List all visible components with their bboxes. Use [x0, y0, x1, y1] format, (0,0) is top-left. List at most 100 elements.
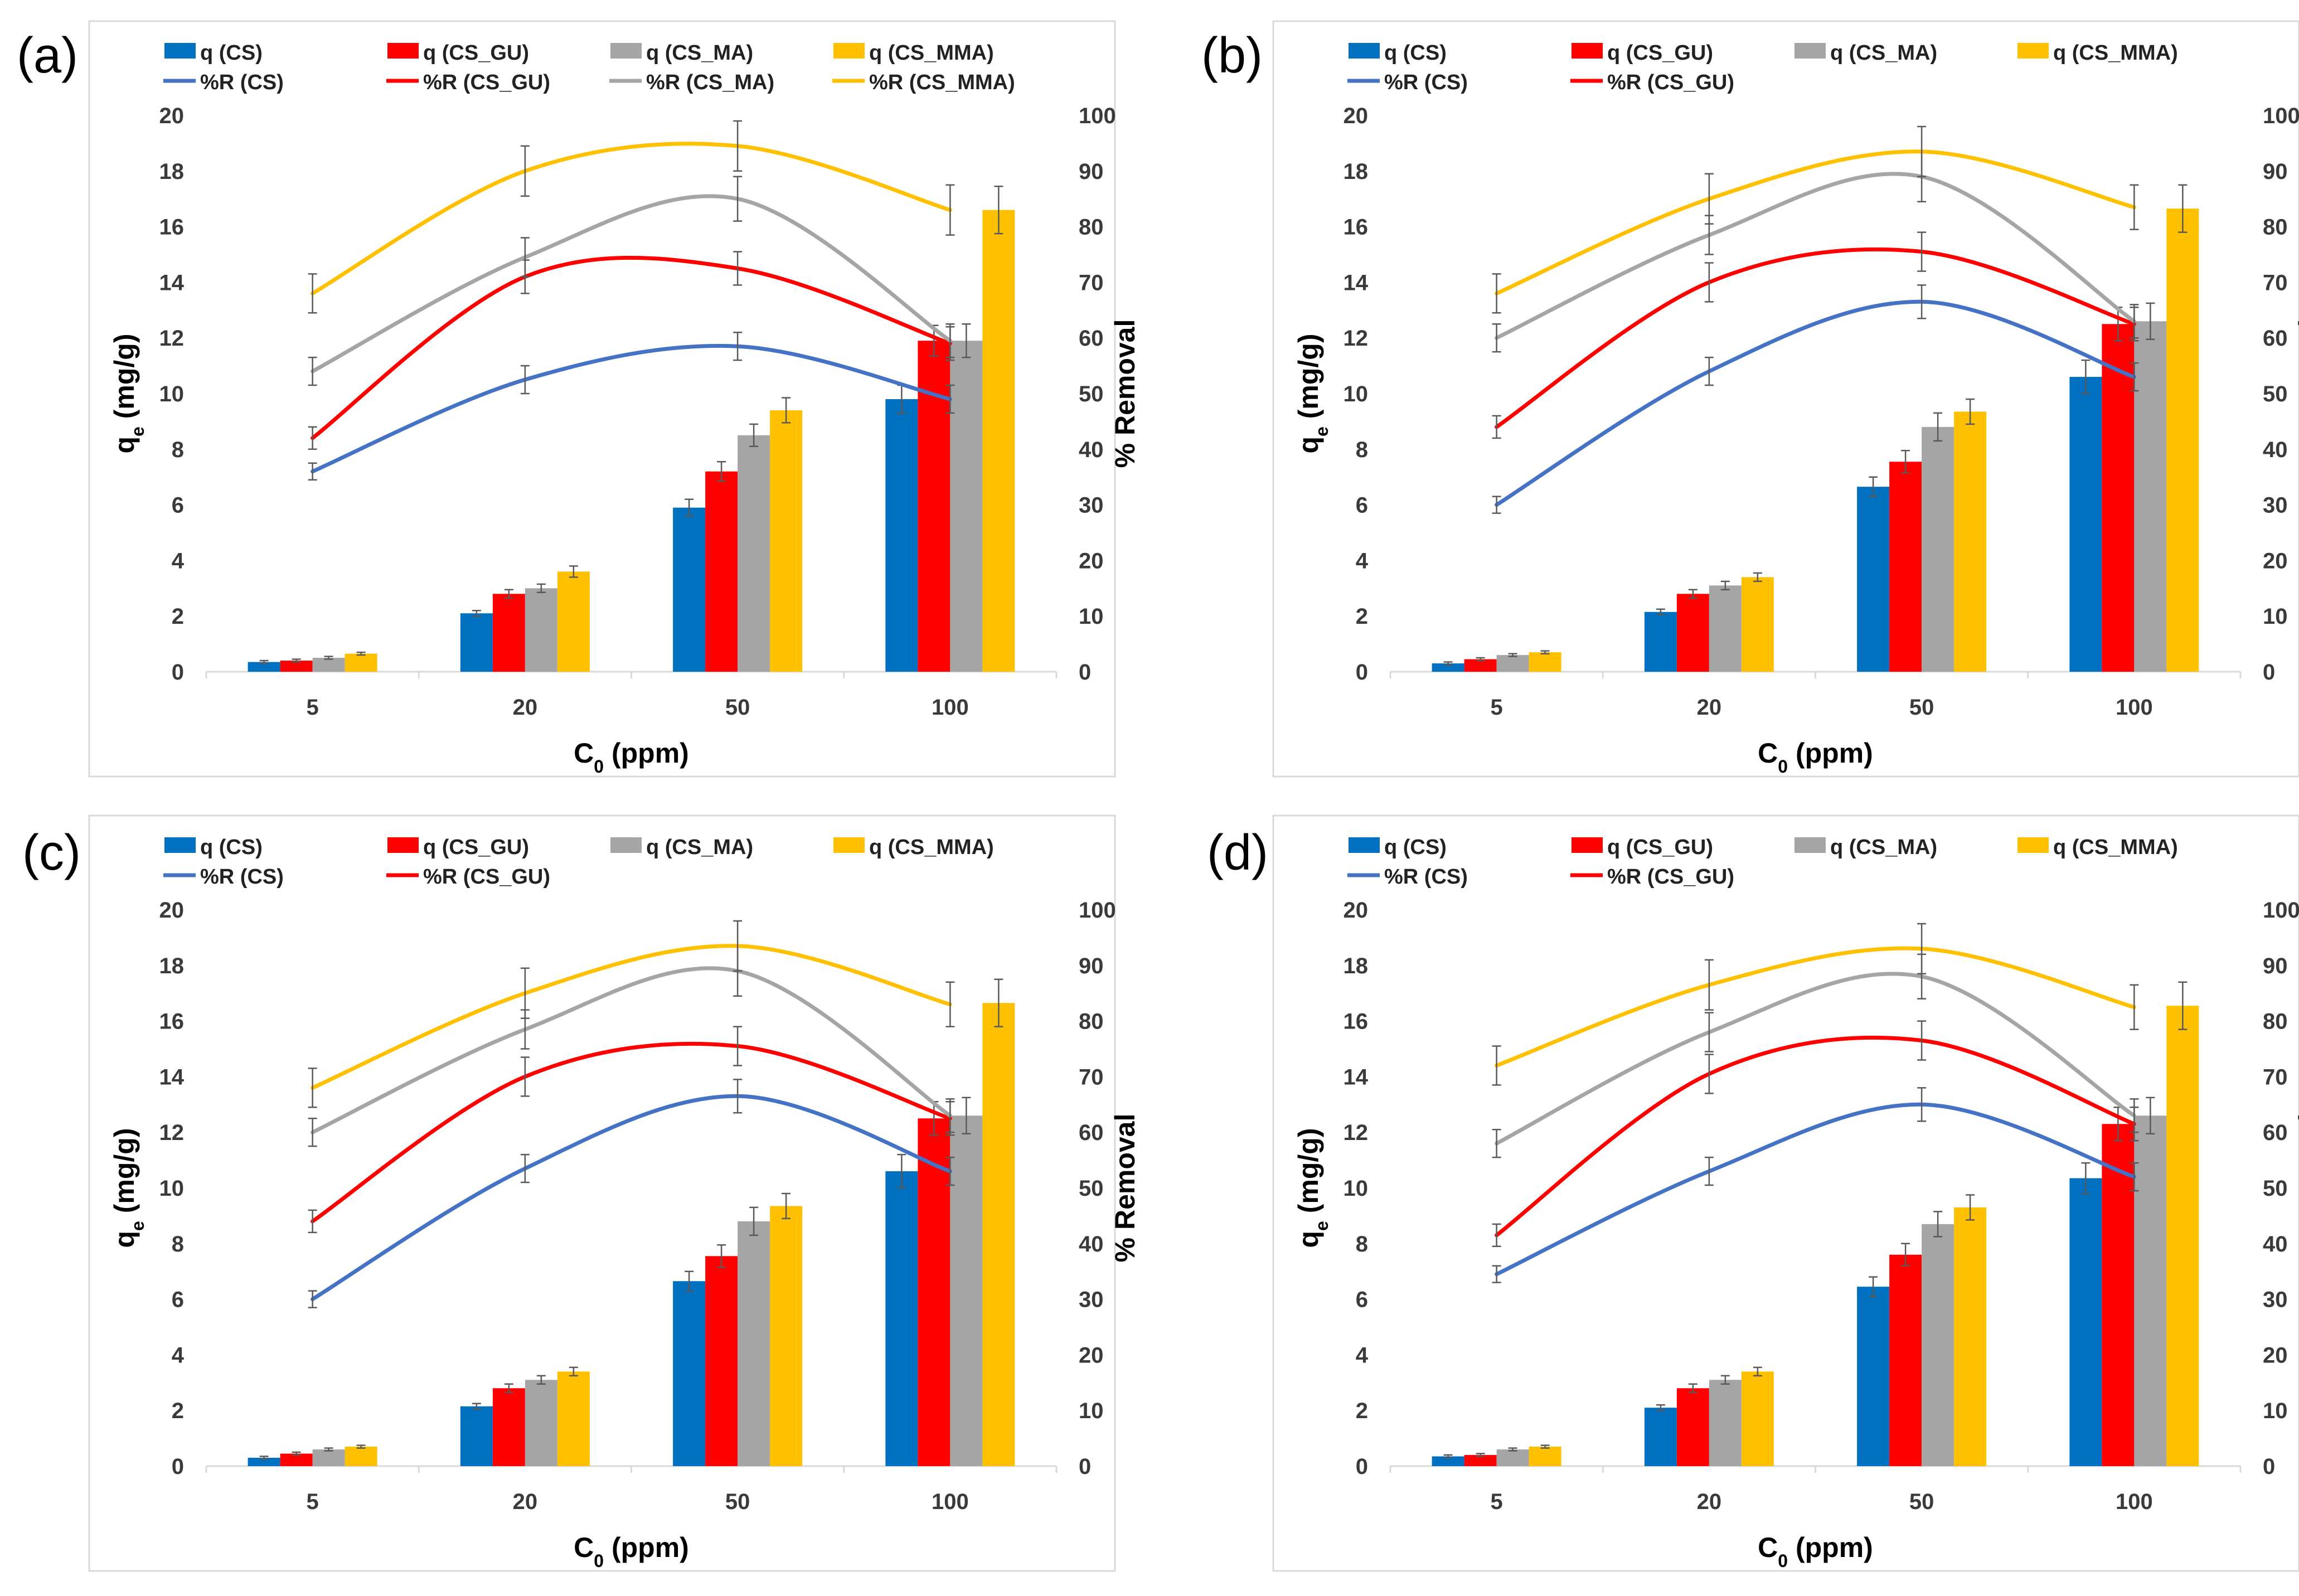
bar: [1954, 411, 1987, 672]
y2-tick-label: 90: [2263, 954, 2288, 978]
y2-tick-label: 50: [2263, 382, 2288, 406]
removal-line: [1495, 299, 2136, 507]
legend-entry: %R (CS_MMA): [869, 71, 1015, 94]
y-tick-label: 14: [159, 270, 185, 295]
y-tick-label: 20: [1343, 104, 1369, 128]
legend-entry: q (CS_GU): [1607, 41, 1713, 65]
bar: [345, 1447, 377, 1466]
y-tick-label: 2: [172, 1399, 184, 1423]
y-tick-label: 8: [1356, 1232, 1368, 1257]
y-tick-label: 12: [1343, 326, 1369, 351]
legend-entry: %R (CS_GU): [1607, 71, 1734, 94]
y-axis-title: qe (mg/g): [1293, 334, 1332, 454]
legend-swatch: [1794, 837, 1826, 853]
chart-panel-3: 0 2 4 6 8 10 12 14 16 18 20 0 10 20 30 40 50 60 70 80 90 100 5…: [88, 814, 1141, 1572]
bar: [2134, 321, 2167, 672]
legend-swatch: [1572, 43, 1603, 59]
y2-tick-label: 0: [1079, 1454, 1091, 1479]
bar: [525, 588, 557, 672]
bar: [738, 435, 770, 672]
bar: [2166, 208, 2199, 672]
bar: [705, 1256, 738, 1466]
y-tick-label: 18: [1343, 159, 1369, 184]
y-tick-label: 6: [172, 493, 184, 518]
bar: [1741, 577, 1774, 672]
removal-line: [311, 1094, 952, 1302]
y-tick-label: 4: [172, 549, 185, 573]
y2-tick-label: 60: [2263, 326, 2288, 351]
bar: [1889, 462, 1922, 672]
bar: [492, 594, 525, 672]
legend-entry: q (CS): [1384, 836, 1447, 859]
y-tick-label: 14: [159, 1065, 185, 1089]
legend-entry: %R (CS): [200, 865, 284, 889]
legend-entry: q (CS): [200, 41, 263, 65]
bar: [1709, 585, 1742, 672]
x-axis-title: C0 (ppm): [1758, 1532, 1873, 1571]
x-tick-label: 5: [1491, 1490, 1503, 1514]
bar: [492, 1388, 525, 1466]
y2-tick-label: 10: [2263, 1399, 2288, 1423]
y-tick-label: 10: [1343, 1176, 1369, 1201]
bar: [1922, 426, 1954, 672]
y-tick-label: 4: [172, 1343, 185, 1367]
y-tick-label: 12: [159, 1120, 185, 1145]
legend-swatch: [387, 837, 419, 853]
legend-entry: q (CS_MMA): [869, 836, 994, 859]
x-tick-label: 20: [1697, 1490, 1722, 1514]
bar: [2134, 1115, 2167, 1466]
y2-tick-label: 40: [1079, 1232, 1104, 1257]
y2-tick-label: 80: [1079, 1010, 1104, 1034]
bar: [248, 1458, 280, 1466]
x-tick-label: 100: [932, 695, 969, 720]
y2-tick-label: 20: [2263, 549, 2288, 573]
bar: [1676, 1388, 1709, 1466]
y-tick-label: 0: [1356, 660, 1368, 685]
y-tick-label: 8: [172, 1232, 184, 1257]
bar: [2069, 377, 2102, 672]
legend-entry: q (CS_MMA): [869, 41, 994, 65]
y2-tick-label: 60: [1079, 1120, 1104, 1145]
bar: [982, 1003, 1015, 1466]
removal-line: [1495, 946, 2136, 1068]
y2-tick-label: 20: [1079, 1343, 1104, 1367]
x-tick-label: 20: [1697, 695, 1722, 720]
y-tick-label: 12: [1343, 1120, 1369, 1145]
y2-tick-label: 80: [2263, 1010, 2288, 1034]
bar: [1644, 612, 1677, 672]
x-tick-label: 50: [1909, 1490, 1934, 1514]
y2-tick-label: 50: [2263, 1176, 2288, 1201]
y-tick-label: 4: [1356, 1343, 1369, 1367]
legend-swatch: [164, 837, 196, 853]
legend-swatch: [833, 43, 865, 59]
bar: [557, 1371, 590, 1466]
legend-entry: %R (CS_GU): [1607, 865, 1734, 889]
bar: [918, 1118, 950, 1466]
bar: [1432, 663, 1464, 672]
legend-entry: %R (CS): [1384, 71, 1468, 94]
removal-line: [311, 343, 952, 474]
y2-tick-label: 90: [1079, 159, 1104, 184]
y-tick-label: 0: [1356, 1454, 1368, 1479]
removal-line: [1495, 247, 2136, 429]
y-tick-label: 10: [1343, 382, 1369, 406]
y-tick-label: 10: [159, 382, 185, 406]
bar: [525, 1380, 557, 1466]
panel-label: (b): [1201, 28, 1263, 84]
y2-tick-label: 70: [2263, 1065, 2288, 1089]
y2-tick-label: 60: [2263, 1120, 2288, 1145]
y-tick-label: 18: [159, 954, 185, 978]
bar: [280, 1453, 313, 1466]
bar: [738, 1221, 770, 1466]
y2-tick-label: 90: [2263, 159, 2288, 184]
y2-tick-label: 100: [2263, 898, 2299, 923]
bar: [1464, 1455, 1497, 1466]
bar: [2102, 324, 2135, 672]
y-tick-label: 12: [159, 326, 185, 351]
x-tick-label: 50: [1909, 695, 1934, 720]
bar: [1496, 655, 1529, 672]
x-tick-label: 50: [725, 695, 750, 720]
y2-tick-label: 30: [1079, 1288, 1104, 1312]
x-axis-title: C0 (ppm): [574, 738, 689, 777]
y2-tick-label: 50: [1079, 1176, 1104, 1201]
